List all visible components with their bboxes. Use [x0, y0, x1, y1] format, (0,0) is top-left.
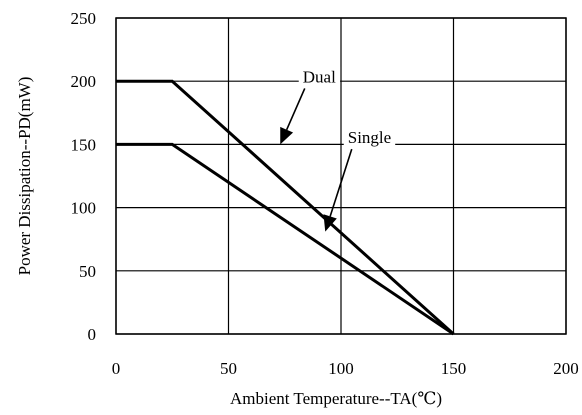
y-tick-label: 150	[71, 135, 97, 154]
plot-frame	[115, 17, 567, 335]
annotation-arrow-line-single	[329, 148, 353, 217]
x-axis-ticks: 0 50 100 150 200	[112, 359, 579, 378]
y-tick-label: 100	[71, 199, 97, 218]
series-line-dual	[116, 79, 455, 336]
annotation-backing	[298, 66, 341, 88]
annotation-label-single: Single	[348, 128, 391, 147]
y-tick-label: 50	[79, 262, 96, 281]
y-tick-label: 200	[71, 72, 97, 91]
y-tick-label: 250	[71, 9, 97, 28]
x-tick-label: 150	[441, 359, 467, 378]
annotation-arrow-head-dual	[280, 126, 294, 145]
grid-lines	[115, 17, 567, 335]
y-tick-label: 0	[88, 325, 97, 344]
y-axis-label: Power Dissipation--PD(mW)	[15, 77, 34, 276]
annotations: Dual Single	[280, 66, 396, 232]
annotation-arrow-line-dual	[285, 88, 306, 131]
series-lines	[116, 79, 455, 336]
x-axis-label: Ambient Temperature--TA(℃)	[230, 389, 442, 408]
annotation-label-dual: Dual	[303, 67, 336, 86]
series-line-single	[116, 142, 455, 336]
annotation-arrow-head-single	[323, 214, 337, 232]
x-tick-label: 50	[220, 359, 237, 378]
annotation-backing	[343, 127, 396, 149]
y-axis-ticks: 0 50 100 150 200 250	[71, 9, 97, 344]
x-tick-label: 0	[112, 359, 121, 378]
x-tick-label: 100	[328, 359, 354, 378]
x-tick-label: 200	[553, 359, 579, 378]
